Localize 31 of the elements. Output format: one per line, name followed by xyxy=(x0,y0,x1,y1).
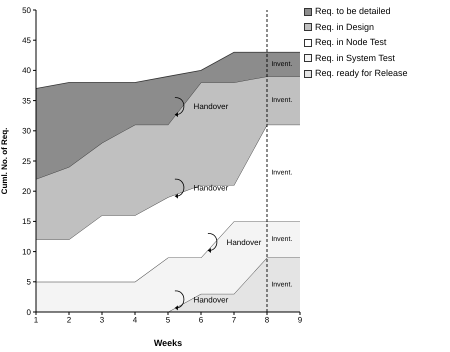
y-tick-label: 5 xyxy=(26,278,32,287)
x-tick-label: 7 xyxy=(232,316,237,325)
x-tick-label: 9 xyxy=(298,316,303,325)
x-tick-label: 5 xyxy=(166,316,171,325)
x-tick-label: 6 xyxy=(198,316,204,325)
y-tick-label: 0 xyxy=(26,308,32,317)
y-axis-title: Cuml. No. of Req. xyxy=(0,128,9,194)
annotation: Handover xyxy=(194,184,229,193)
legend-label: Req. in Design xyxy=(315,20,374,34)
annotation: Handover xyxy=(226,238,262,248)
y-tick-label: 20 xyxy=(22,187,32,196)
x-tick-label: 1 xyxy=(34,316,39,325)
legend-label: Req. in Node Test xyxy=(315,36,386,49)
legend-label: Req. to be detailed xyxy=(315,5,391,18)
y-tick-label: 35 xyxy=(22,96,32,106)
x-tick-label: 4 xyxy=(132,316,138,325)
x-tick-label: 2 xyxy=(66,316,72,325)
x-tick-label: 8 xyxy=(264,316,270,325)
annotation: Handover xyxy=(194,102,229,112)
x-axis-title: Weeks xyxy=(154,338,182,348)
legend-label: Req. ready for Release xyxy=(315,67,408,80)
x-tick-label: 3 xyxy=(100,316,105,325)
y-tick-label: 10 xyxy=(22,247,32,256)
y-tick-label: 45 xyxy=(22,36,32,46)
y-tick-label: 50 xyxy=(22,6,32,15)
annotation: Handover xyxy=(194,295,229,304)
y-tick-label: 30 xyxy=(22,126,32,136)
y-tick-label: 40 xyxy=(22,66,32,76)
legend-label: Req. in System Test xyxy=(315,52,395,65)
y-tick-label: 25 xyxy=(22,156,32,166)
y-tick-label: 15 xyxy=(22,217,32,226)
